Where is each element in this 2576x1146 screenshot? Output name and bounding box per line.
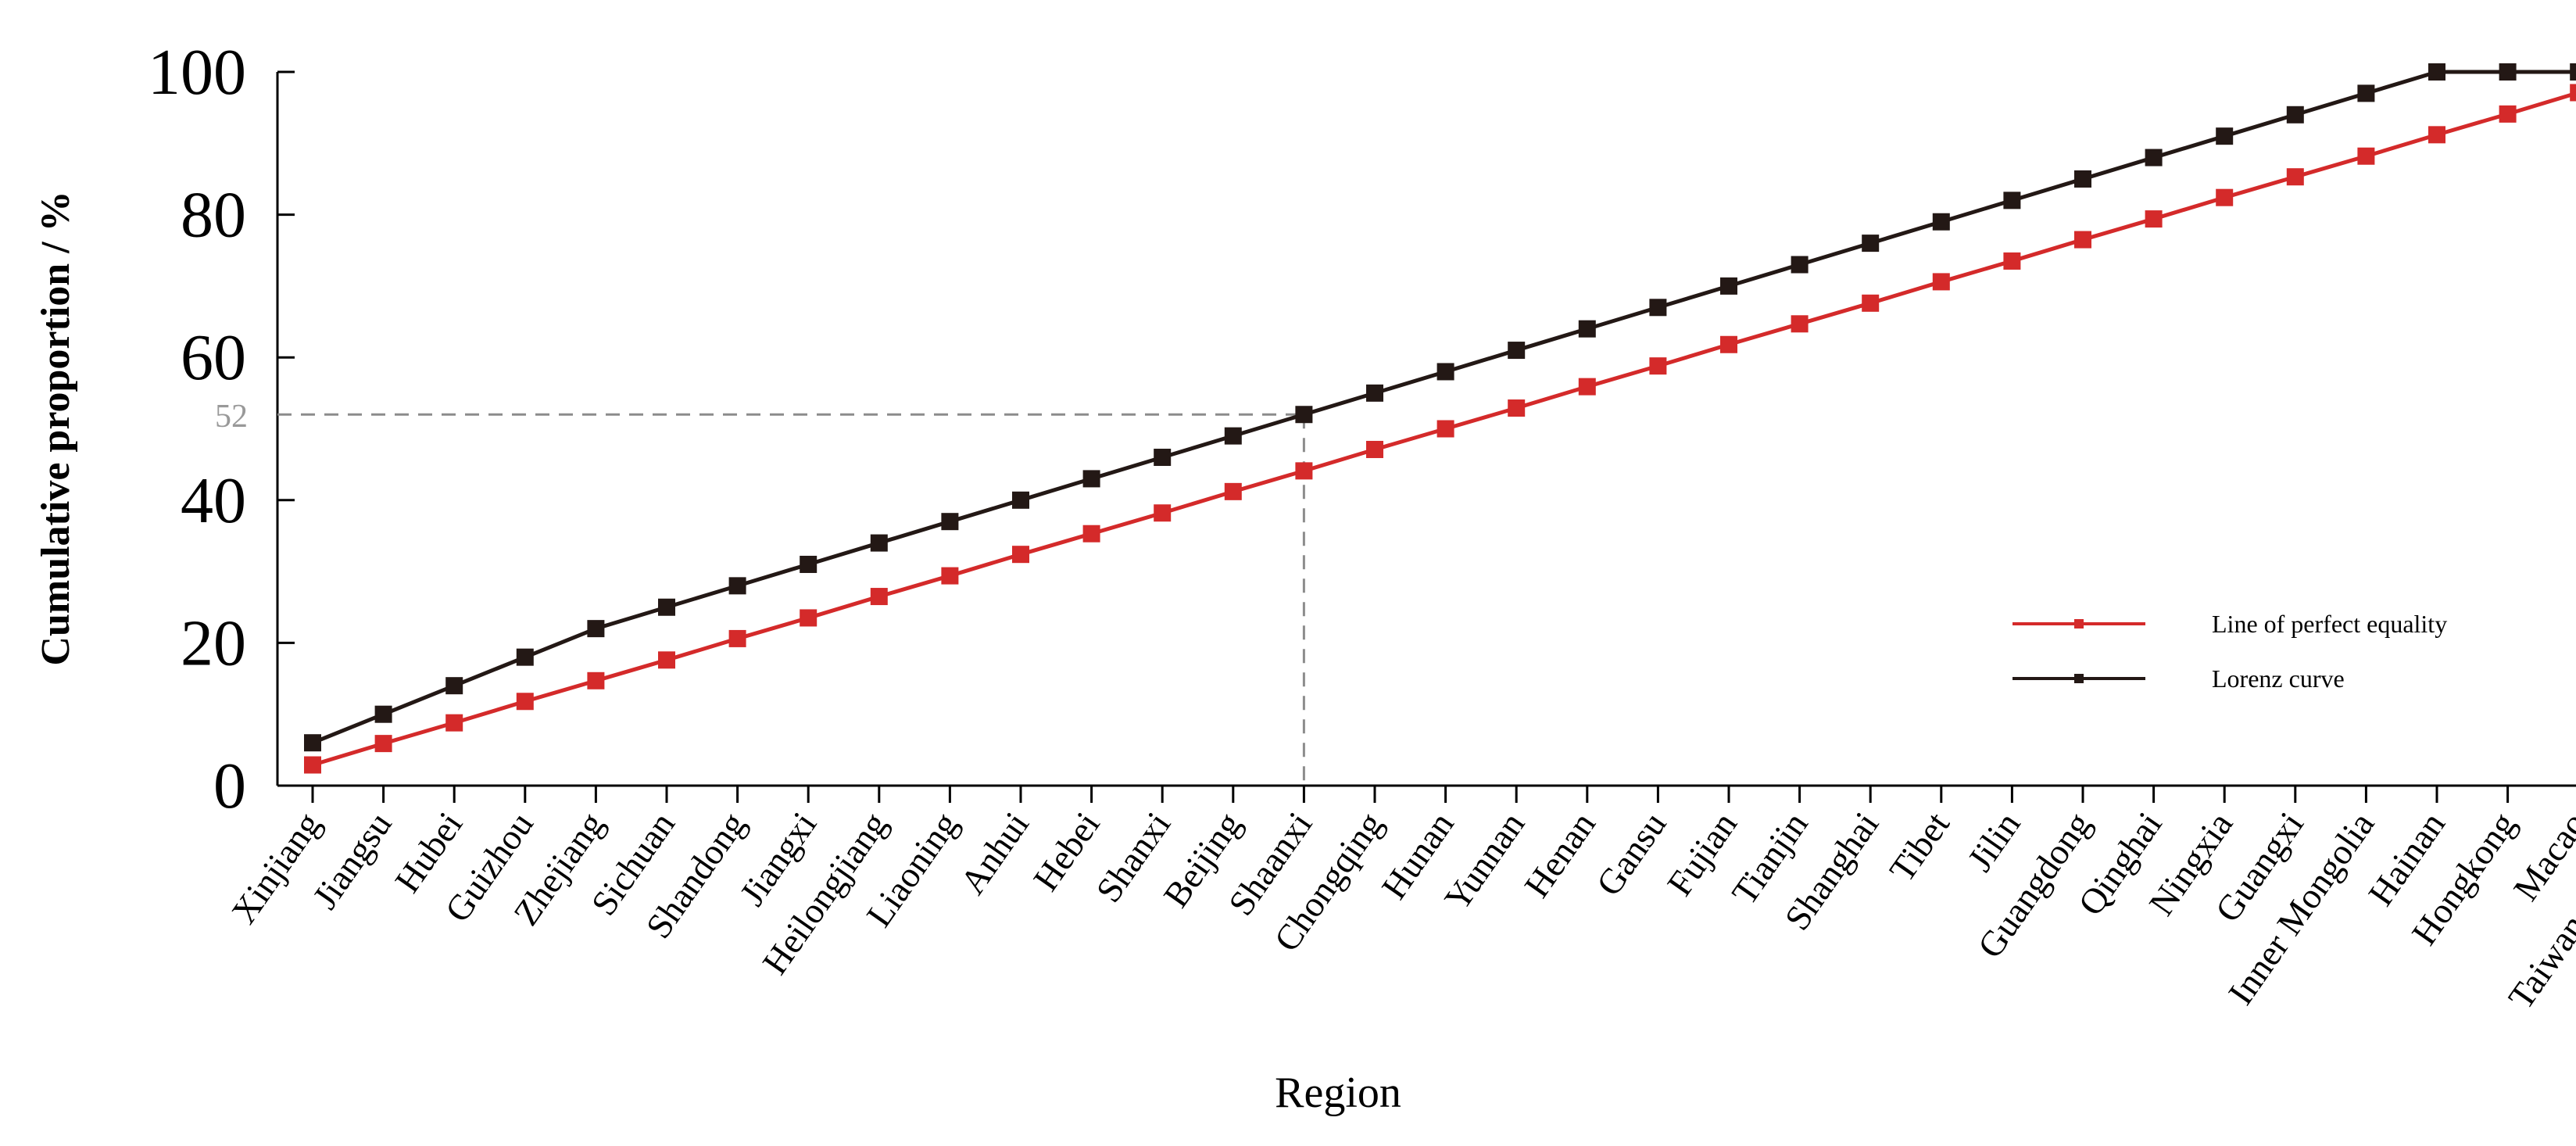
data-point-lorenz-curve-hongkong (2499, 63, 2517, 81)
x-tick-label-xinjiang: Xinjiang (224, 804, 328, 930)
data-point-lorenz-curve-chongqing (1366, 384, 1383, 402)
data-point-lorenz-curve-zhejiang (587, 620, 605, 638)
legend-label: Line of perfect equality (2212, 610, 2447, 638)
data-point-lorenz-curve-macao (2570, 63, 2576, 81)
data-point-lorenz-curve-jilin (2003, 192, 2021, 210)
data-point-line-of-perfect-equality-guangdong (2074, 231, 2091, 249)
data-point-line-of-perfect-equality-ningxia (2216, 188, 2234, 206)
legend-swatch-marker (2074, 674, 2084, 683)
reference-lines: 52 (215, 399, 1305, 786)
axes (276, 72, 2576, 787)
data-point-lorenz-curve-tianjin (1791, 256, 1809, 274)
data-point-lorenz-curve-hainan (2428, 63, 2445, 81)
x-tick-label-macao: Macao (2506, 804, 2576, 908)
y-axis-title: Cumulative proportion / % (34, 191, 78, 665)
data-point-line-of-perfect-equality-macao (2570, 84, 2576, 102)
legend-item-lorenz-curve: Lorenz curve (2012, 664, 2345, 693)
data-point-lorenz-curve-inner-mongolia (2357, 84, 2375, 102)
y-tick-label: 100 (148, 36, 246, 109)
data-point-line-of-perfect-equality-xinjiang (304, 756, 321, 774)
data-point-lorenz-curve-shandong (728, 577, 746, 595)
data-point-line-of-perfect-equality-yunnan (1508, 399, 1526, 417)
data-point-line-of-perfect-equality-hebei (1082, 525, 1100, 543)
data-point-lorenz-curve-liaoning (941, 513, 959, 531)
x-tick-label-tibet: Tibet (1881, 804, 1957, 889)
data-point-line-of-perfect-equality-jilin (2003, 252, 2021, 270)
data-point-lorenz-curve-jiangsu (374, 705, 392, 723)
data-point-lorenz-curve-fujian (1720, 277, 1737, 295)
data-point-lorenz-curve-jiangxi (800, 555, 818, 573)
y-tick-label: 40 (181, 464, 246, 537)
data-point-line-of-perfect-equality-zhejiang (587, 671, 605, 689)
data-point-lorenz-curve-shaanxi (1295, 406, 1313, 424)
y-tick-label: 0 (213, 750, 246, 822)
data-point-line-of-perfect-equality-sichuan (658, 651, 675, 669)
x-axis-title: Region (1275, 1069, 1401, 1117)
data-point-lorenz-curve-sichuan (658, 598, 675, 616)
x-axis-ticks: XinjiangJiangsuHubeiGuizhouZhejiangSichu… (224, 786, 2576, 1016)
data-point-lorenz-curve-heilongjiang (870, 534, 888, 552)
data-point-line-of-perfect-equality-liaoning (941, 567, 959, 585)
data-point-lorenz-curve-anhui (1012, 491, 1029, 509)
data-point-line-of-perfect-equality-tianjin (1791, 315, 1809, 333)
data-point-line-of-perfect-equality-hunan (1436, 420, 1454, 438)
series-line-lorenz-curve (312, 70, 2576, 745)
data-point-lorenz-curve-ningxia (2216, 127, 2234, 145)
data-point-lorenz-curve-hubei (445, 677, 463, 695)
data-point-lorenz-curve-guangxi (2286, 106, 2304, 124)
data-point-line-of-perfect-equality-anhui (1012, 546, 1029, 564)
x-tick-label-gansu: Gansu (1588, 804, 1673, 903)
data-point-line-of-perfect-equality-fujian (1720, 335, 1737, 353)
data-point-lorenz-curve-beijing (1224, 427, 1242, 445)
y-axis-ticks: 0 20 40 60 80 100 (148, 36, 295, 822)
data-point-line-of-perfect-equality-gansu (1649, 357, 1667, 375)
x-tick-label-anhui: Anhui (952, 804, 1036, 901)
series-layer (304, 63, 2576, 774)
data-point-lorenz-curve-shanxi (1154, 449, 1172, 467)
y-tick-label: 80 (181, 179, 246, 252)
data-point-line-of-perfect-equality-beijing (1224, 482, 1242, 500)
data-point-line-of-perfect-equality-shaanxi (1295, 462, 1313, 480)
data-point-line-of-perfect-equality-hongkong (2499, 105, 2517, 123)
data-point-lorenz-curve-guizhou (516, 648, 534, 666)
series-lorenz-curve (304, 63, 2576, 752)
data-point-lorenz-curve-gansu (1649, 299, 1667, 317)
data-point-lorenz-curve-shanghai (1862, 235, 1880, 252)
data-point-line-of-perfect-equality-heilongjiang (870, 588, 888, 606)
data-point-lorenz-curve-guangdong (2074, 170, 2091, 188)
data-point-line-of-perfect-equality-hubei (445, 714, 463, 732)
data-point-lorenz-curve-hunan (1436, 363, 1454, 381)
data-point-line-of-perfect-equality-qinghai (2145, 210, 2163, 228)
data-point-line-of-perfect-equality-inner-mongolia (2357, 147, 2375, 165)
data-point-line-of-perfect-equality-shanxi (1154, 504, 1172, 522)
data-point-lorenz-curve-yunnan (1508, 342, 1526, 360)
legend-swatch-marker (2074, 619, 2084, 629)
reference-value-label: 52 (215, 399, 248, 435)
y-tick-label: 20 (181, 607, 246, 679)
data-point-line-of-perfect-equality-jiangxi (800, 609, 818, 627)
x-tick-label-henan: Henan (1516, 804, 1603, 904)
data-point-lorenz-curve-hebei (1082, 470, 1100, 488)
legend: Line of perfect equality Lorenz curve (2012, 610, 2447, 693)
data-point-line-of-perfect-equality-henan (1578, 378, 1596, 396)
x-tick-label-jilin: Jilin (1959, 804, 2027, 878)
data-point-lorenz-curve-xinjiang (304, 734, 321, 752)
data-point-line-of-perfect-equality-shanghai (1862, 294, 1880, 312)
y-tick-label: 60 (181, 321, 246, 394)
data-point-line-of-perfect-equality-guizhou (516, 693, 534, 711)
data-point-line-of-perfect-equality-guangxi (2286, 168, 2304, 186)
data-point-lorenz-curve-tibet (1932, 213, 1950, 231)
series-line-line-of-perfect-equality (312, 91, 2576, 767)
series-line-of-perfect-equality (304, 84, 2576, 774)
legend-item-line-of-perfect-equality: Line of perfect equality (2012, 610, 2447, 638)
data-point-lorenz-curve-henan (1578, 320, 1596, 338)
data-point-line-of-perfect-equality-hainan (2428, 126, 2445, 144)
data-point-line-of-perfect-equality-shandong (728, 629, 746, 647)
data-point-line-of-perfect-equality-tibet (1932, 273, 1950, 291)
data-point-lorenz-curve-qinghai (2145, 149, 2163, 167)
legend-label: Lorenz curve (2212, 664, 2345, 693)
data-point-line-of-perfect-equality-chongqing (1366, 440, 1383, 458)
data-point-line-of-perfect-equality-jiangsu (374, 735, 392, 753)
